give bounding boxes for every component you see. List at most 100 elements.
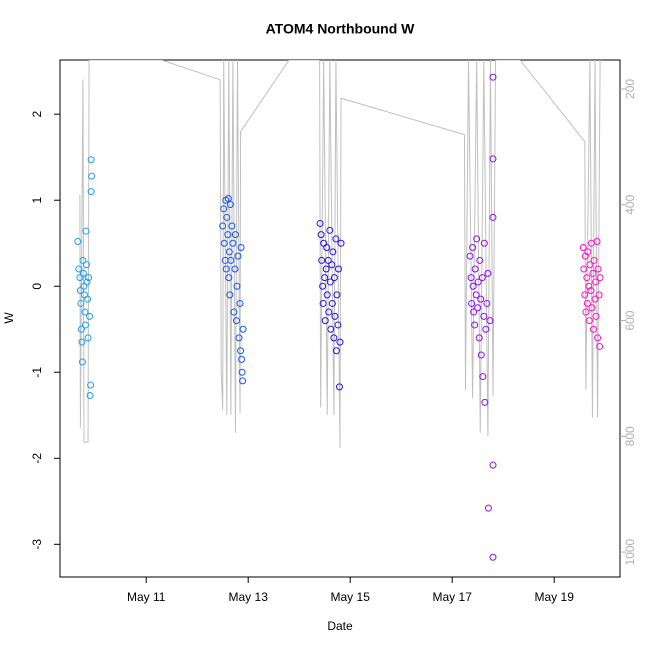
- point: [323, 291, 331, 299]
- x-tick-label: May 13: [229, 590, 269, 604]
- point: [595, 291, 603, 299]
- point: [232, 317, 240, 325]
- point: [590, 256, 598, 264]
- point: [226, 201, 234, 209]
- point: [474, 278, 482, 286]
- point: [76, 287, 84, 295]
- point: [238, 368, 246, 376]
- point: [237, 244, 245, 252]
- y-tick-label: 0: [30, 283, 44, 290]
- point: [469, 244, 477, 252]
- y-tick-label: -2: [30, 453, 44, 464]
- point: [596, 274, 604, 282]
- point: [332, 347, 340, 355]
- point: [330, 334, 338, 342]
- point: [326, 278, 334, 286]
- point: [225, 274, 233, 282]
- point: [472, 291, 480, 299]
- point: [328, 261, 336, 269]
- point: [473, 235, 481, 243]
- y2-tick-label: 600: [623, 310, 637, 330]
- point: [84, 295, 92, 303]
- point: [325, 308, 333, 316]
- point: [82, 321, 90, 329]
- point: [589, 325, 597, 333]
- x-tick-label: May 11: [127, 590, 166, 604]
- point: [589, 269, 597, 277]
- point: [83, 261, 91, 269]
- point: [474, 304, 482, 312]
- point: [579, 244, 587, 252]
- x-tick-label: May 17: [433, 590, 473, 604]
- x-axis-label: Date: [327, 619, 353, 633]
- point: [585, 282, 593, 290]
- point: [239, 377, 247, 385]
- point: [480, 312, 488, 320]
- point: [594, 265, 602, 273]
- point: [77, 325, 85, 333]
- point: [227, 256, 235, 264]
- point: [235, 334, 243, 342]
- point: [223, 213, 231, 221]
- point: [76, 274, 84, 282]
- x-tick-label: May 19: [535, 590, 575, 604]
- point: [324, 256, 332, 264]
- point: [86, 391, 94, 399]
- point: [334, 321, 342, 329]
- point: [489, 553, 497, 561]
- point: [471, 321, 479, 329]
- point: [466, 252, 474, 260]
- point: [581, 291, 589, 299]
- point: [335, 383, 343, 391]
- point: [81, 308, 89, 316]
- point: [484, 504, 492, 512]
- point: [79, 256, 87, 264]
- point: [331, 312, 339, 320]
- point: [79, 269, 87, 277]
- point: [78, 338, 86, 346]
- point: [489, 461, 497, 469]
- point: [321, 317, 329, 325]
- point: [224, 194, 232, 202]
- point: [475, 334, 483, 342]
- point: [480, 239, 488, 247]
- y-axis-label: W: [2, 312, 16, 324]
- point: [476, 256, 484, 264]
- point: [316, 219, 324, 227]
- point: [584, 248, 592, 256]
- point: [585, 317, 593, 325]
- point: [329, 248, 337, 256]
- point: [591, 295, 599, 303]
- point: [228, 222, 236, 230]
- point: [587, 287, 595, 295]
- point: [489, 155, 497, 163]
- point: [478, 274, 486, 282]
- point: [468, 299, 476, 307]
- point: [239, 325, 247, 333]
- y2-tick-label: 400: [623, 194, 637, 214]
- point: [596, 342, 604, 350]
- x-tick-label: May 15: [331, 590, 371, 604]
- point: [323, 244, 331, 252]
- point: [224, 231, 232, 239]
- point: [225, 248, 233, 256]
- point: [337, 239, 345, 247]
- point: [75, 265, 83, 273]
- point: [87, 156, 95, 164]
- y2-tick-label: 200: [623, 79, 637, 99]
- point: [321, 274, 329, 282]
- point: [319, 282, 327, 290]
- point: [592, 278, 600, 286]
- point: [479, 373, 487, 381]
- point: [230, 308, 238, 316]
- point: [489, 73, 497, 81]
- point: [333, 291, 341, 299]
- point: [87, 381, 95, 389]
- point: [583, 274, 591, 282]
- plot-frame: [59, 59, 621, 578]
- point: [467, 274, 475, 282]
- point: [592, 312, 600, 320]
- point: [77, 299, 85, 307]
- point: [332, 235, 340, 243]
- point: [471, 265, 479, 273]
